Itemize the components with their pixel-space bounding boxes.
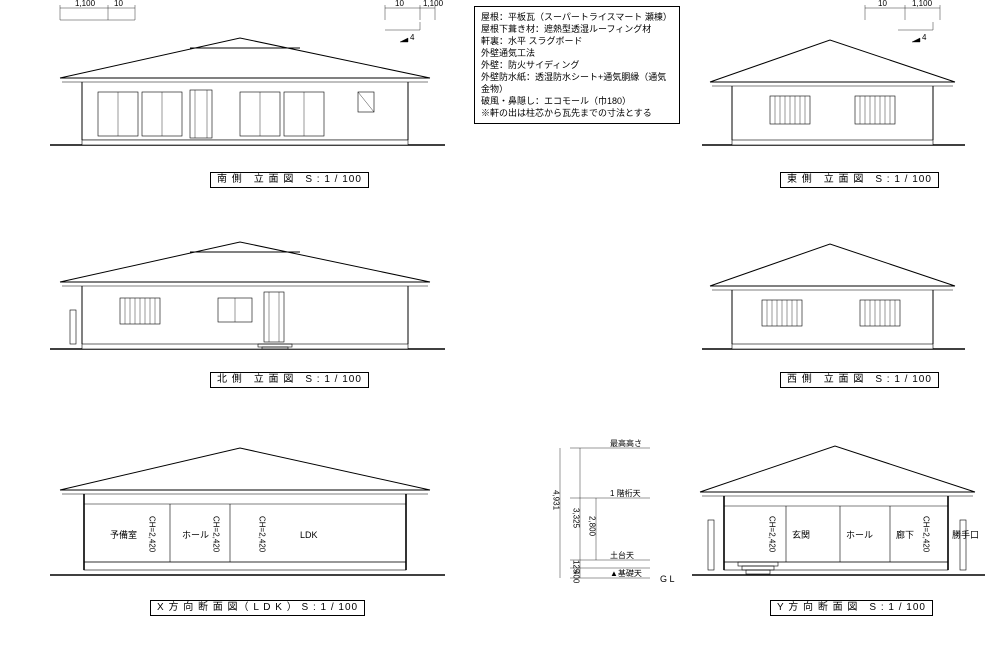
room: 廊下 bbox=[896, 529, 914, 540]
room: ホール bbox=[182, 530, 209, 540]
dim: 1,100 bbox=[75, 0, 96, 8]
dim: 1,100 bbox=[912, 0, 933, 8]
drawing-sheet: 屋根：平板瓦（スーパートライスマート 瀬棟） 屋根下葺き材：遮熱型透湿ルーフィン… bbox=[0, 0, 999, 648]
room: LDK bbox=[300, 530, 318, 540]
grille-window bbox=[855, 96, 895, 124]
grille-window bbox=[120, 298, 160, 324]
pitch: 4 bbox=[410, 33, 415, 42]
level: 1 階桁天 bbox=[610, 488, 641, 498]
elev-north-svg bbox=[40, 220, 460, 370]
ch: CH=2,420 bbox=[258, 516, 267, 553]
section-x: 予備室 ホール LDK CH=2,420 CH=2,420 CH=2,420 bbox=[40, 420, 460, 600]
dim: 10 bbox=[395, 0, 404, 8]
back-door bbox=[264, 292, 284, 342]
room: 玄関 bbox=[792, 529, 810, 540]
dim: 400 bbox=[572, 570, 581, 584]
dim: 1,100 bbox=[423, 0, 444, 8]
elev-north bbox=[40, 220, 460, 370]
ch: CH=2,420 bbox=[768, 516, 777, 553]
room: ホール bbox=[846, 530, 873, 540]
elev-west bbox=[700, 220, 980, 370]
spec-line: 外壁通気工法 bbox=[481, 47, 673, 59]
dim: 10 bbox=[114, 0, 123, 8]
dim: 10 bbox=[878, 0, 887, 8]
level: 土台天 bbox=[610, 550, 634, 560]
ch: CH=2,420 bbox=[922, 516, 931, 553]
ch: CH=2,420 bbox=[148, 516, 157, 553]
elev-east-svg: 10 1,100 4 bbox=[700, 0, 980, 170]
section-y: 玄関 ホール 廊下 勝手口 CH=2,420 CH=2,420 bbox=[690, 420, 990, 600]
pitch: 4 bbox=[922, 33, 927, 42]
room: 予備室 bbox=[110, 529, 137, 540]
section-height-dims: 最高高さ 1 階桁天 土台天 ▲基礎天 G L 4,931 3,325 2,80… bbox=[510, 420, 690, 610]
caption-west: 西 側 立 面 図 S : 1 / 100 bbox=[780, 372, 939, 388]
ch: CH=2,420 bbox=[212, 516, 221, 553]
spec-line: 屋根下葺き材：遮熱型透湿ルーフィング材 bbox=[481, 23, 673, 35]
dim: 2,800 bbox=[588, 516, 597, 537]
caption-secx: X 方 向 断 面 図（ L D K ） S : 1 / 100 bbox=[150, 600, 365, 616]
gl: G L bbox=[660, 574, 675, 584]
caption-north: 北 側 立 面 図 S : 1 / 100 bbox=[210, 372, 369, 388]
room: 勝手口 bbox=[952, 529, 979, 540]
caption-south: 南 側 立 面 図 S : 1 / 100 bbox=[210, 172, 369, 188]
elev-south: 1,100 10 10 1,100 4 bbox=[40, 0, 460, 170]
spec-box: 屋根：平板瓦（スーパートライスマート 瀬棟） 屋根下葺き材：遮熱型透湿ルーフィン… bbox=[474, 6, 680, 124]
caption-secy: Y 方 向 断 面 図 S : 1 / 100 bbox=[770, 600, 933, 616]
elev-south-svg: 1,100 10 10 1,100 4 bbox=[40, 0, 460, 170]
window bbox=[240, 92, 324, 136]
elev-east: 10 1,100 4 bbox=[700, 0, 980, 170]
spec-line: 外壁：防火サイディング bbox=[481, 59, 673, 71]
entrance-door bbox=[190, 90, 212, 138]
caption-east: 東 側 立 面 図 S : 1 / 100 bbox=[780, 172, 939, 188]
spec-line: ※軒の出は柱芯から瓦先までの寸法とする bbox=[481, 107, 673, 119]
section-y-svg: 玄関 ホール 廊下 勝手口 CH=2,420 CH=2,420 bbox=[690, 420, 990, 600]
dim: 4,931 bbox=[552, 490, 561, 511]
spec-line: 外壁防水紙：透湿防水シート+通気胴縁（通気金物） bbox=[481, 71, 673, 95]
level: 最高高さ bbox=[610, 438, 642, 448]
window bbox=[98, 92, 182, 136]
dim: 3,325 bbox=[572, 508, 581, 529]
elev-west-svg bbox=[700, 220, 980, 370]
spec-line: 破風・鼻隠し：エコモール（巾180） bbox=[481, 95, 673, 107]
level: ▲基礎天 bbox=[610, 568, 642, 578]
spec-line: 軒裏：水平 スラグボード bbox=[481, 35, 673, 47]
grille-window bbox=[770, 96, 810, 124]
spec-line: 屋根：平板瓦（スーパートライスマート 瀬棟） bbox=[481, 11, 673, 23]
section-x-svg: 予備室 ホール LDK CH=2,420 CH=2,420 CH=2,420 bbox=[40, 420, 460, 600]
